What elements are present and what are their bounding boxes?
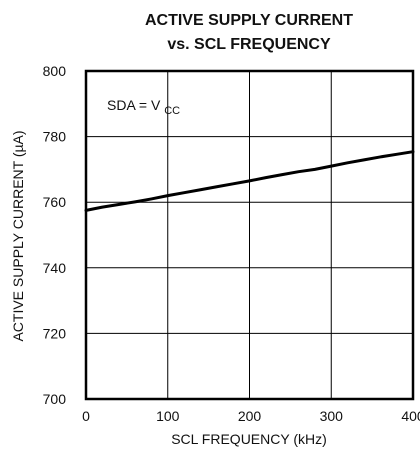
frame-layer bbox=[84, 69, 415, 401]
y-tick-label: 740 bbox=[43, 260, 67, 276]
y-tick-label: 700 bbox=[43, 391, 67, 407]
sda-vcc-annotation: SDA = V CC bbox=[107, 97, 180, 117]
x-tick-label: 100 bbox=[156, 408, 180, 424]
y-tick-label: 800 bbox=[43, 63, 67, 79]
series-layer bbox=[84, 150, 415, 212]
annotation-prefix: SDA = V bbox=[107, 97, 161, 113]
y-tick-label: 780 bbox=[43, 129, 67, 145]
x-axis-label: SCL FREQUENCY (kHz) bbox=[171, 431, 327, 447]
x-tick-label: 300 bbox=[320, 408, 344, 424]
x-tick-label: 0 bbox=[82, 408, 90, 424]
y-tick-label: 760 bbox=[43, 194, 67, 210]
chart-title-line-2: vs. SCL FREQUENCY bbox=[167, 36, 331, 53]
plot-frame bbox=[84, 69, 415, 401]
chart-title-line-1: ACTIVE SUPPLY CURRENT bbox=[145, 12, 353, 29]
annotation-subscript: CC bbox=[164, 105, 180, 117]
x-tick-label: 200 bbox=[238, 408, 262, 424]
grid-layer bbox=[86, 71, 413, 399]
x-tick-label: 400 bbox=[401, 408, 420, 424]
series-line bbox=[84, 150, 415, 212]
y-axis-label: ACTIVE SUPPLY CURRENT (µA) bbox=[10, 130, 26, 341]
y-tick-label: 720 bbox=[43, 325, 67, 341]
tick-label-layer: 0 100 200 300 400 700 720 740 760 780 800 bbox=[43, 63, 420, 424]
